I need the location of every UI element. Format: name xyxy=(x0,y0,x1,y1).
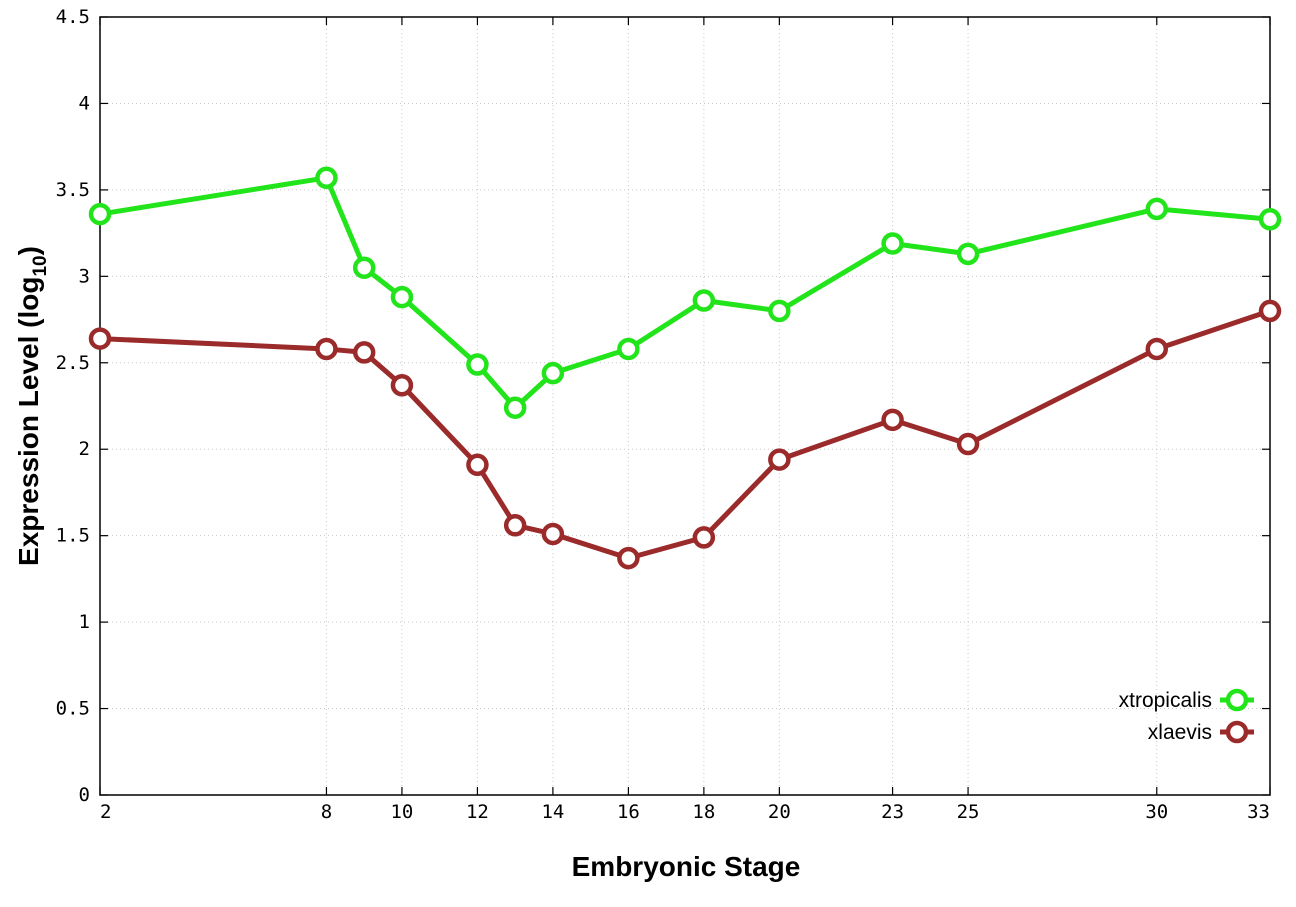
data-point xyxy=(768,299,791,323)
legend-marker xyxy=(1225,720,1249,744)
data-point xyxy=(1258,208,1282,231)
data-point xyxy=(881,232,904,255)
x-tick-label: 18 xyxy=(692,801,715,823)
legend-label: xlaevis xyxy=(1148,721,1212,744)
x-tick-label: 30 xyxy=(1145,801,1168,823)
x-tick-label: 10 xyxy=(390,801,413,823)
data-point xyxy=(617,546,640,570)
data-point xyxy=(541,361,565,385)
x-tick-label: 2 xyxy=(100,801,111,823)
data-point xyxy=(881,408,904,432)
x-axis-title: Embryonic Stage xyxy=(572,851,801,882)
data-point xyxy=(466,453,489,477)
x-tick-label: 8 xyxy=(321,801,332,823)
y-tick-label: 4.5 xyxy=(56,6,90,28)
data-point xyxy=(88,327,112,350)
data-point xyxy=(692,289,716,312)
data-point xyxy=(956,242,980,266)
y-tick-label: 0.5 xyxy=(56,698,90,720)
data-point xyxy=(390,374,414,397)
plot-frame xyxy=(99,16,1271,796)
y-axis-title-main: Expression Level (log xyxy=(13,277,44,566)
y-tick-label: 0 xyxy=(79,784,90,806)
data-point xyxy=(503,514,527,537)
x-tick-label: 23 xyxy=(881,801,904,823)
data-point xyxy=(503,396,527,419)
y-tick-label: 1 xyxy=(79,611,90,633)
series-line xyxy=(99,308,1271,561)
axis-ticks: 0 0.5 1 1.5 2 2.5 3 3.5 4 4.5 2 8 10 12 14 16 18 20 23 25 30… xyxy=(56,6,1271,823)
legend-item-xtropicalis: xtropicalis xyxy=(1119,688,1254,712)
x-tick-label: 16 xyxy=(617,801,640,823)
legend-label: xtropicalis xyxy=(1119,689,1212,712)
x-tick-label: 25 xyxy=(957,801,980,823)
x-tick-label: 20 xyxy=(768,801,791,823)
data-point xyxy=(956,432,980,456)
grid-lines xyxy=(100,17,1270,795)
data-point xyxy=(1145,197,1169,221)
data-point xyxy=(88,202,112,226)
legend: xtropicalis xlaevis xyxy=(1119,688,1254,744)
legend-marker xyxy=(1225,688,1249,712)
data-point xyxy=(692,526,716,549)
y-axis-title: Expression Level (log10) xyxy=(13,246,51,566)
x-tick-label: 14 xyxy=(541,801,564,823)
data-point xyxy=(1145,337,1169,361)
legend-item-xlaevis: xlaevis xyxy=(1148,720,1254,744)
series-line xyxy=(99,175,1271,411)
series-lines xyxy=(88,166,1282,570)
data-point xyxy=(352,256,376,279)
series-xlaevis xyxy=(88,299,1282,570)
x-tick-label: 12 xyxy=(466,801,489,823)
data-point xyxy=(315,166,338,190)
y-axis-title-subscript: 10 xyxy=(30,255,51,276)
data-point xyxy=(315,337,338,361)
y-tick-label: 2 xyxy=(79,438,90,460)
data-point xyxy=(768,448,791,471)
y-tick-label: 2.5 xyxy=(56,352,90,374)
y-tick-label: 3.5 xyxy=(56,179,90,201)
y-axis-title-close: ) xyxy=(13,246,44,255)
y-tick-label: 3 xyxy=(79,265,90,287)
y-tick-label: 4 xyxy=(79,92,90,114)
data-point xyxy=(352,341,376,364)
y-tick-label: 1.5 xyxy=(56,525,90,547)
data-point xyxy=(466,353,489,376)
data-point xyxy=(1258,299,1282,323)
x-tick-label: 33 xyxy=(1247,801,1270,823)
data-point xyxy=(541,522,565,546)
series-xtropicalis xyxy=(88,166,1282,419)
data-point xyxy=(617,337,640,361)
data-point xyxy=(390,285,414,309)
